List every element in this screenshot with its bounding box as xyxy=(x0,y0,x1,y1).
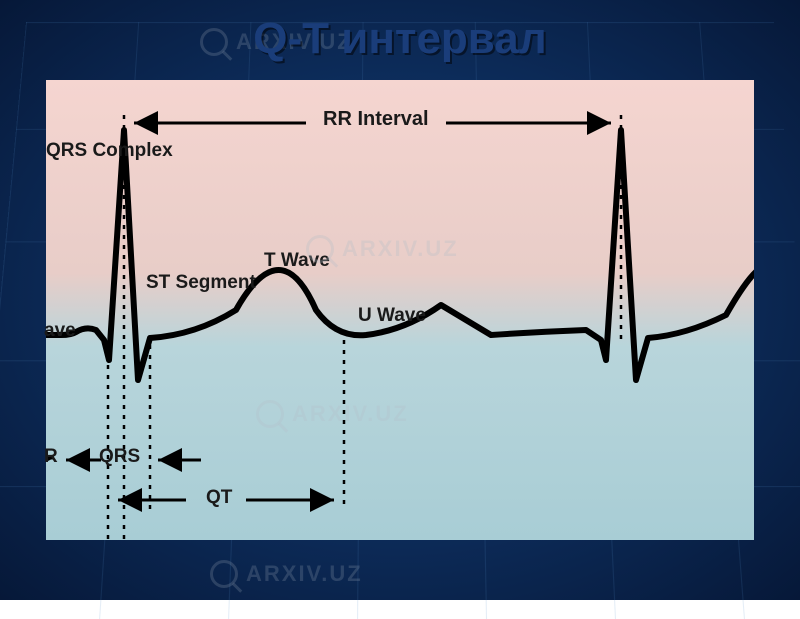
magnifier-icon xyxy=(256,400,284,428)
watermark: ARXIV.UZ xyxy=(210,560,363,588)
label-ave: ave xyxy=(44,320,76,342)
watermark-text: ARXIV.UZ xyxy=(342,236,459,262)
label-qrs: QRS xyxy=(99,446,140,468)
slide-title: Q-T интервал xyxy=(0,14,800,64)
ecg-diagram-panel: ARXIV.UZ ARXIV.UZ RR Interval QRS Complex… xyxy=(46,80,754,540)
label-rr_interval: RR Interval xyxy=(323,108,429,131)
label-qrs_complex: QRS Complex xyxy=(46,140,173,162)
label-r: R xyxy=(44,446,58,468)
watermark: ARXIV.UZ xyxy=(256,400,409,428)
label-u_wave: U Wave xyxy=(358,305,426,327)
watermark-text: ARXIV.UZ xyxy=(246,561,363,587)
watermark-text: ARXIV.UZ xyxy=(292,401,409,427)
magnifier-icon xyxy=(210,560,238,588)
label-qt: QT xyxy=(206,487,232,509)
label-st_segment: ST Segment xyxy=(146,272,256,294)
watermark: ARXIV.UZ xyxy=(306,235,459,263)
magnifier-icon xyxy=(306,235,334,263)
